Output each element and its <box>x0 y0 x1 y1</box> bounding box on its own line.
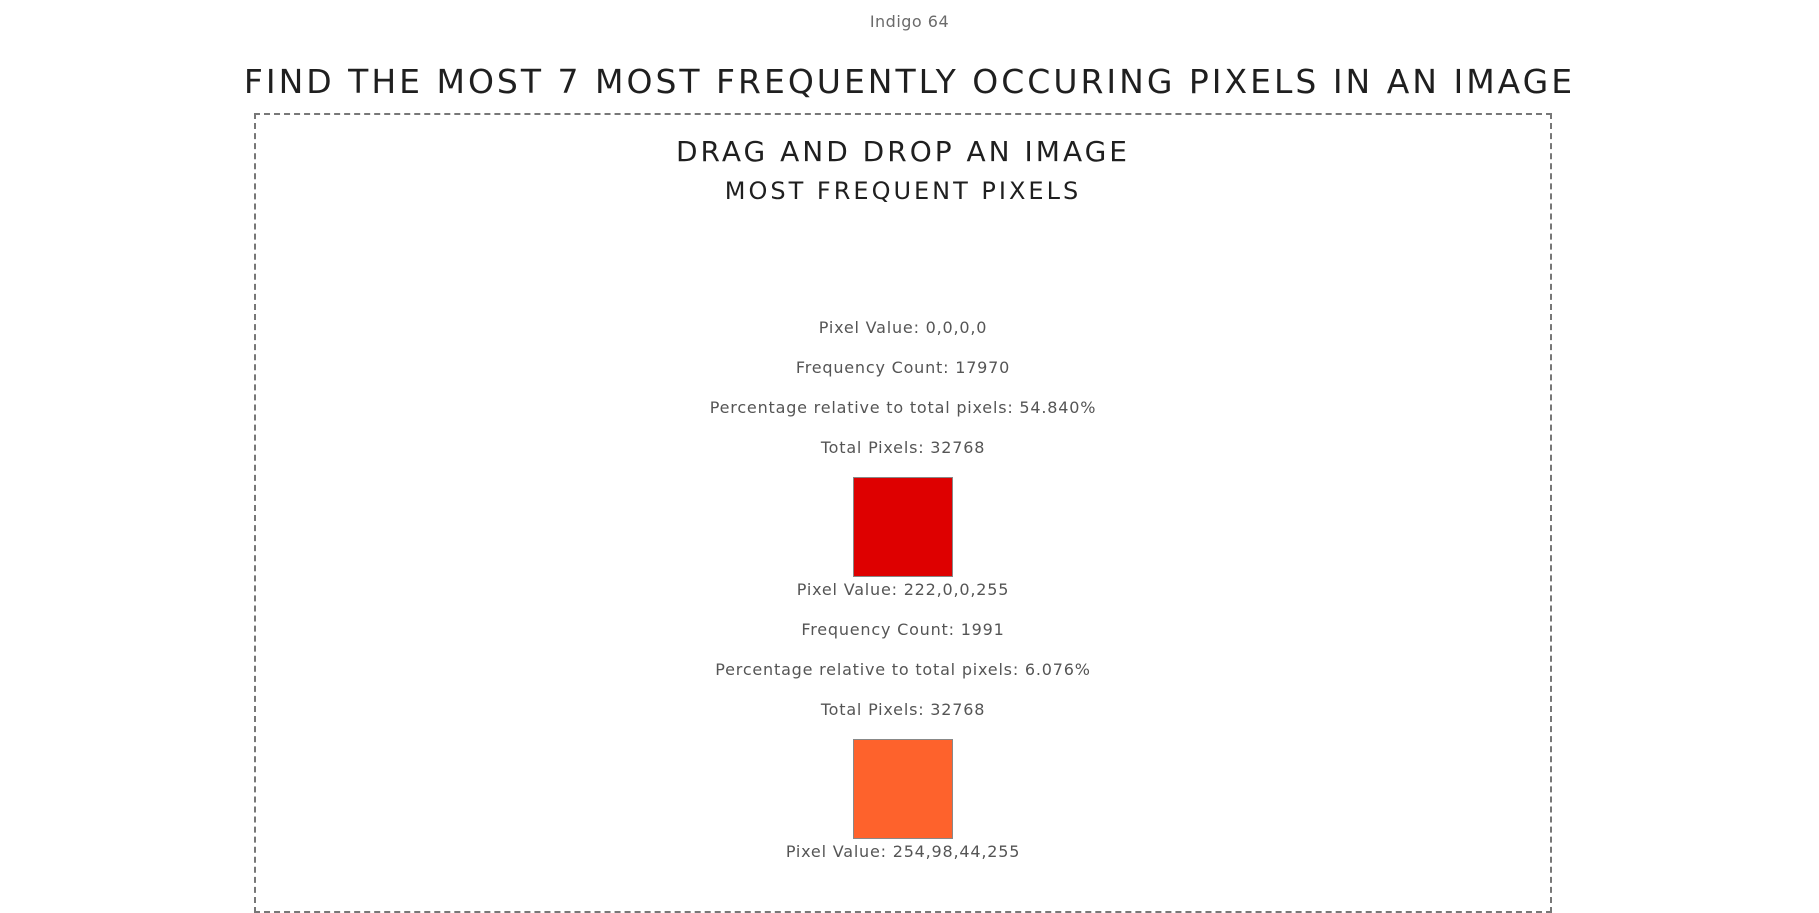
total-pixels-text: Total Pixels: 32768 <box>820 438 986 457</box>
page-title: FIND THE MOST 7 MOST FREQUENTLY OCCURING… <box>243 62 1576 101</box>
pixel-value-text: Pixel Value: 0,0,0,0 <box>818 318 988 337</box>
image-drop-zone[interactable]: DRAG AND DROP AN IMAGE MOST FREQUENT PIX… <box>254 113 1552 913</box>
drop-zone-heading: DRAG AND DROP AN IMAGE <box>675 135 1130 168</box>
color-swatch <box>853 739 953 839</box>
pixel-result-item: Pixel Value: 0,0,0,0 Frequency Count: 17… <box>256 315 1550 475</box>
results-heading: MOST FREQUENT PIXELS <box>724 177 1082 205</box>
color-swatch <box>853 477 953 577</box>
app-label: Indigo 64 <box>869 12 950 31</box>
total-pixels-text: Total Pixels: 32768 <box>820 700 986 719</box>
percentage-text: Percentage relative to total pixels: 54.… <box>709 398 1097 417</box>
pixel-results-list: Pixel Value: 0,0,0,0 Frequency Count: 17… <box>256 315 1550 879</box>
frequency-count-text: Frequency Count: 17970 <box>795 358 1011 377</box>
pixel-result-item: Pixel Value: 254,98,44,255 <box>256 737 1550 879</box>
frequency-count-text: Frequency Count: 1991 <box>801 620 1005 639</box>
pixel-value-text: Pixel Value: 222,0,0,255 <box>796 580 1010 599</box>
pixel-value-text: Pixel Value: 254,98,44,255 <box>785 842 1021 861</box>
pixel-result-item: Pixel Value: 222,0,0,255 Frequency Count… <box>256 475 1550 737</box>
percentage-text: Percentage relative to total pixels: 6.0… <box>715 660 1091 679</box>
